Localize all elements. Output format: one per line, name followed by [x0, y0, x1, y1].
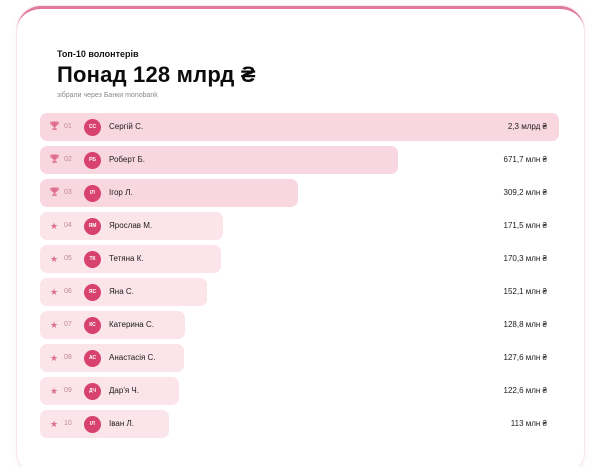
- volunteer-row: ★ 04 ЯМ Ярослав М. 171,5 млн ₴: [40, 212, 559, 240]
- volunteer-row: 02 РБ Роберт Б. 671,7 млн ₴: [40, 146, 559, 174]
- raised-amount: 2,3 млрд ₴: [507, 122, 547, 131]
- total-amount-caption: зібрали через Банки monobank: [57, 92, 158, 99]
- star-icon: ★: [49, 287, 59, 297]
- volunteer-ranking-list: 01 СС Сергій С. 2,3 млрд ₴ 02 РБ Роберт Б. 671,…: [40, 113, 559, 443]
- amount-bar: [40, 344, 184, 372]
- rank-number: 06: [64, 288, 72, 295]
- avatar: ТК: [84, 251, 101, 268]
- rank-number: 02: [64, 156, 72, 163]
- avatar: ІЛ: [84, 416, 101, 433]
- total-amount-headline: Понад 128 млрд ₴: [57, 62, 256, 87]
- avatar: ЯС: [84, 284, 101, 301]
- volunteer-row: 01 СС Сергій С. 2,3 млрд ₴: [40, 113, 559, 141]
- rank-number: 04: [64, 222, 72, 229]
- volunteer-row: ★ 08 АС Анастасія С. 127,6 млн ₴: [40, 344, 559, 372]
- amount-bar: [40, 311, 185, 339]
- star-icon: ★: [49, 254, 59, 264]
- volunteer-row: ★ 05 ТК Тетяна К. 170,3 млн ₴: [40, 245, 559, 273]
- raised-amount: 127,6 млн ₴: [503, 353, 548, 362]
- avatar: КС: [84, 317, 101, 334]
- volunteer-row: ★ 09 ДЧ Дар'я Ч. 122,6 млн ₴: [40, 377, 559, 405]
- amount-bar: [40, 278, 207, 306]
- volunteer-name: Катерина С.: [109, 320, 154, 329]
- volunteer-name: Ярослав М.: [109, 221, 153, 230]
- trophy-icon: [49, 121, 59, 133]
- raised-amount: 309,2 млн ₴: [503, 188, 548, 197]
- volunteer-name: Роберт Б.: [109, 155, 146, 164]
- rank-number: 05: [64, 255, 72, 262]
- amount-bar: [40, 212, 223, 240]
- rank-number: 08: [64, 354, 72, 361]
- volunteer-name: Яна С.: [109, 287, 134, 296]
- amount-bar: [40, 245, 221, 273]
- volunteer-row: ★ 06 ЯС Яна С. 152,1 млн ₴: [40, 278, 559, 306]
- raised-amount: 152,1 млн ₴: [503, 287, 548, 296]
- raised-amount: 128,8 млн ₴: [503, 320, 548, 329]
- avatar: ДЧ: [84, 383, 101, 400]
- raised-amount: 113 млн ₴: [510, 419, 547, 428]
- amount-bar: [40, 179, 298, 207]
- rank-number: 01: [64, 123, 72, 130]
- rank-number: 07: [64, 321, 72, 328]
- star-icon: ★: [49, 386, 59, 396]
- avatar: СС: [84, 119, 101, 136]
- star-icon: ★: [49, 320, 59, 330]
- volunteer-name: Ігор Л.: [109, 188, 133, 197]
- star-icon: ★: [49, 419, 59, 429]
- raised-amount: 170,3 млн ₴: [503, 254, 548, 263]
- amount-bar: [40, 410, 169, 438]
- avatar: АС: [84, 350, 101, 367]
- avatar: ЯМ: [84, 218, 101, 235]
- volunteer-name: Дар'я Ч.: [109, 386, 139, 395]
- volunteer-name: Тетяна К.: [109, 254, 144, 263]
- amount-bar: [40, 113, 559, 141]
- section-eyebrow: Топ-10 волонтерів: [57, 49, 139, 59]
- rank-number: 03: [64, 189, 72, 196]
- star-icon: ★: [49, 221, 59, 231]
- avatar: ІЛ: [84, 185, 101, 202]
- raised-amount: 171,5 млн ₴: [503, 221, 548, 230]
- volunteer-name: Сергій С.: [109, 122, 144, 131]
- rank-number: 10: [64, 420, 72, 427]
- volunteer-name: Іван Л.: [109, 419, 134, 428]
- volunteer-name: Анастасія С.: [109, 353, 156, 362]
- raised-amount: 671,7 млн ₴: [503, 155, 548, 164]
- volunteer-row: 03 ІЛ Ігор Л. 309,2 млн ₴: [40, 179, 559, 207]
- trophy-icon: [49, 187, 59, 199]
- volunteer-row: ★ 07 КС Катерина С. 128,8 млн ₴: [40, 311, 559, 339]
- rank-number: 09: [64, 387, 72, 394]
- trophy-icon: [49, 154, 59, 166]
- amount-bar: [40, 377, 179, 405]
- star-icon: ★: [49, 353, 59, 363]
- avatar: РБ: [84, 152, 101, 169]
- volunteer-row: ★ 10 ІЛ Іван Л. 113 млн ₴: [40, 410, 559, 438]
- raised-amount: 122,6 млн ₴: [503, 386, 548, 395]
